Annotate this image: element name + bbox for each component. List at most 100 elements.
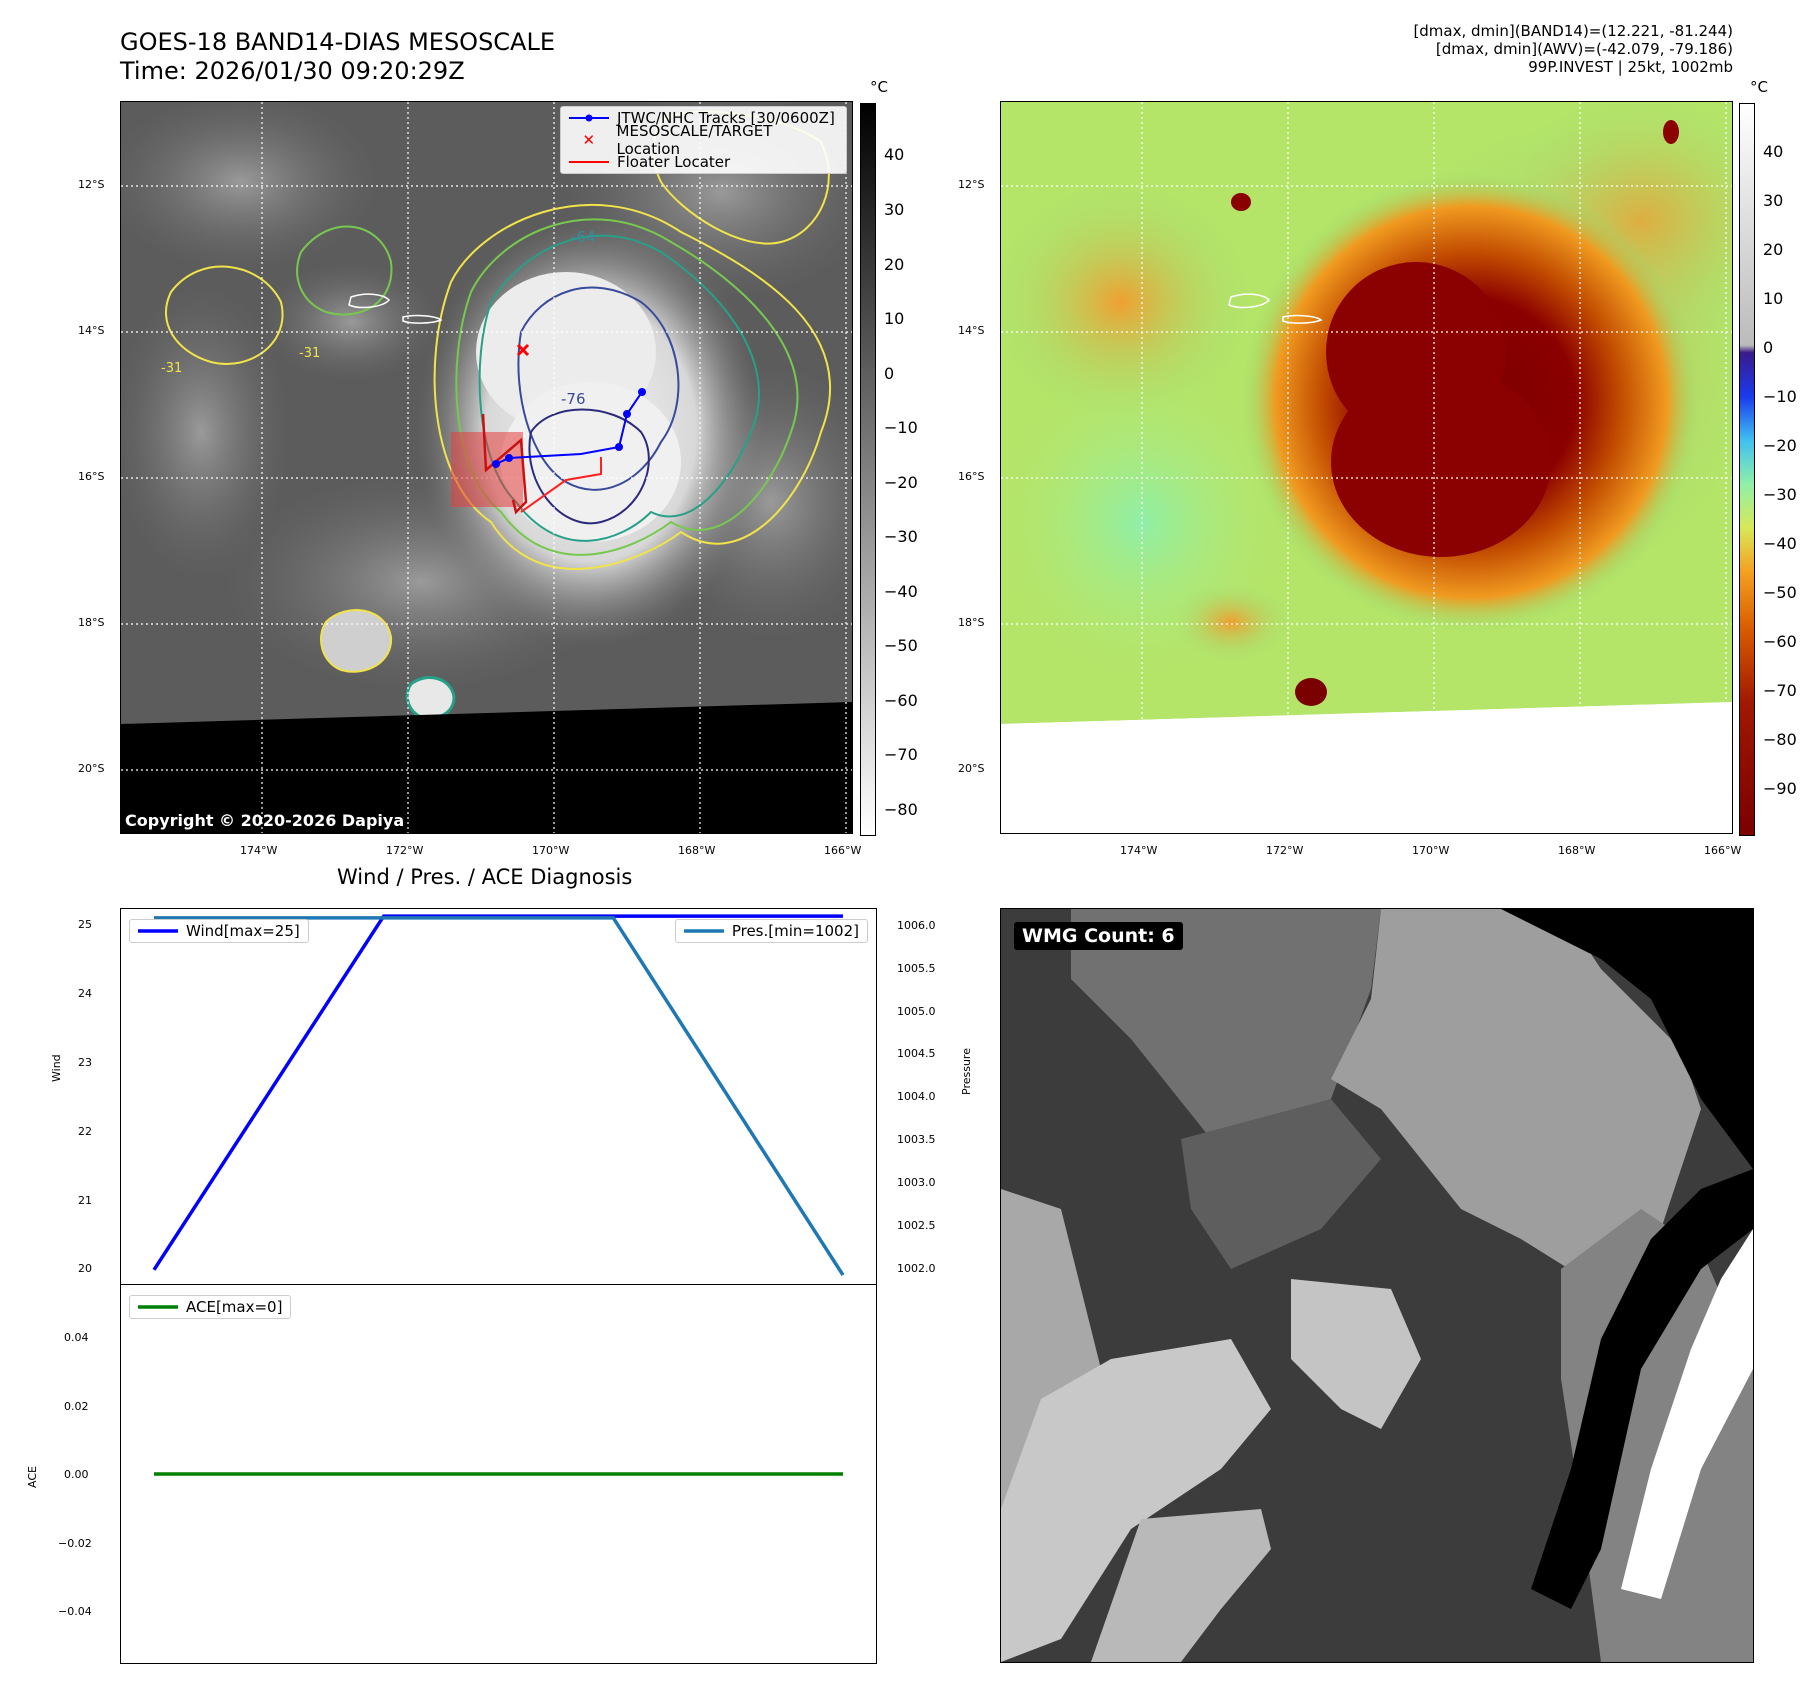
wmg-region xyxy=(1291,1279,1421,1429)
colorbar-tick: 20 xyxy=(884,255,905,274)
floater-locator-line xyxy=(481,413,528,515)
awv-map-drawing xyxy=(1001,102,1732,833)
colorbar-tick: −50 xyxy=(884,636,918,655)
wind-tick: 22 xyxy=(78,1125,92,1138)
pressure-legend: Pres.[min=1002] xyxy=(674,919,868,943)
contour-indigo xyxy=(528,408,650,525)
wmg-region xyxy=(1091,1509,1271,1662)
island-coastline xyxy=(348,293,391,309)
colorbar-tick: −70 xyxy=(1763,681,1797,700)
contour-label: -31 xyxy=(299,346,320,361)
lat-label: 14°S xyxy=(958,324,985,337)
ace-axes[interactable]: ACE[max=0] xyxy=(120,1284,877,1664)
legend-item-ace: ACE[max=0] xyxy=(130,1296,290,1318)
colorbar-tick: 30 xyxy=(1763,191,1784,210)
colorbar-tick: −70 xyxy=(884,745,918,764)
pressure-tick: 1004.0 xyxy=(897,1090,936,1103)
colorbar-tick: −50 xyxy=(1763,583,1797,602)
track-legend-icon xyxy=(569,113,609,123)
pressure-tick: 1005.5 xyxy=(897,962,936,975)
legend-item-pressure: Pres.[min=1002] xyxy=(676,920,867,942)
wmg-region xyxy=(1331,909,1701,1289)
awv-colorbar xyxy=(1739,103,1755,836)
wmg-panel[interactable]: WMG Count: 6 xyxy=(1000,908,1754,1663)
wind-legend-label: Wind[max=25] xyxy=(186,922,300,940)
wind-tick: 20 xyxy=(78,1262,92,1275)
awv-map-panel[interactable] xyxy=(1000,101,1733,834)
legend-label-floater: Floater Locater xyxy=(617,153,731,171)
title-line-1: GOES-18 BAND14-DIAS MESOSCALE xyxy=(120,28,556,56)
contour-yellow xyxy=(320,609,393,673)
colorbar-tick: 40 xyxy=(884,145,905,164)
wind-tick: 23 xyxy=(78,1056,92,1069)
moisture-cell xyxy=(1295,678,1327,706)
figure-title: GOES-18 BAND14-DIAS MESOSCALE Time: 2026… xyxy=(120,28,555,86)
wmg-region xyxy=(1001,1339,1271,1662)
ace-legend: ACE[max=0] xyxy=(129,1295,292,1319)
ace-legend-label: ACE[max=0] xyxy=(186,1298,283,1316)
ir-map-panel[interactable]: -64 -76 -31 -31 JTWC/NHC Tracks [30/0600… xyxy=(120,101,853,834)
stats-block: [dmax, dmin](BAND14)=(12.221, -81.244) [… xyxy=(1413,22,1733,76)
stats-band14: [dmax, dmin](BAND14)=(12.221, -81.244) xyxy=(1413,22,1733,40)
pressure-tick: 1004.5 xyxy=(897,1047,936,1060)
lat-label: 12°S xyxy=(958,178,985,191)
island-coastline xyxy=(1282,314,1323,324)
colorbar-tick: 30 xyxy=(884,200,905,219)
ace-tick: 0.00 xyxy=(64,1468,89,1481)
colorbar-tick: −30 xyxy=(884,527,918,546)
lat-label: 16°S xyxy=(78,470,105,483)
lat-label: 16°S xyxy=(958,470,985,483)
lon-label: 172°W xyxy=(386,844,424,857)
lat-label: 20°S xyxy=(78,762,105,775)
pressure-legend-icon xyxy=(683,926,724,936)
colorbar-tick: 20 xyxy=(1763,240,1784,259)
no-data-region xyxy=(1001,702,1732,833)
ace-plot xyxy=(154,1472,843,1476)
wmg-region xyxy=(1071,909,1381,1139)
colorbar-tick: 40 xyxy=(1763,142,1784,161)
pressure-tick: 1002.0 xyxy=(897,1262,936,1275)
legend-item-floater: Floater Locater xyxy=(561,151,846,173)
wind-pres-axes[interactable]: Wind[max=25] Pres.[min=1002] xyxy=(120,908,877,1285)
ace-tick: 0.04 xyxy=(64,1331,89,1344)
wmg-drawing xyxy=(1001,909,1753,1662)
lat-label: 20°S xyxy=(958,762,985,775)
grayscale-colorbar xyxy=(860,103,876,836)
colorbar-tick: −10 xyxy=(884,418,918,437)
storm-core-moisture xyxy=(1331,367,1551,557)
lon-label: 174°W xyxy=(240,844,278,857)
stats-storm: 99P.INVEST | 25kt, 1002mb xyxy=(1528,58,1733,76)
copyright-text: Copyright © 2020-2026 Dapiya xyxy=(125,811,405,830)
diagnosis-title: Wind / Pres. / ACE Diagnosis xyxy=(337,865,633,889)
colorbar-tick: 0 xyxy=(1763,338,1774,357)
island-coastline xyxy=(1228,293,1271,309)
wmg-region xyxy=(1181,1099,1381,1269)
colorbar-tick: −30 xyxy=(1763,485,1797,504)
island-coastline xyxy=(402,314,443,324)
ace-tick: −0.04 xyxy=(58,1605,92,1618)
contour-green xyxy=(296,225,393,316)
cloud-field xyxy=(261,262,441,382)
colorbar-tick: −40 xyxy=(1763,534,1797,553)
colorbar-tick: 0 xyxy=(884,364,895,383)
colorbar-tick: −60 xyxy=(1763,632,1797,651)
colorbar-tick: 10 xyxy=(884,309,905,328)
pressure-legend-label: Pres.[min=1002] xyxy=(731,922,859,940)
wmg-region xyxy=(1501,909,1753,1169)
colorbar-tick: −20 xyxy=(884,473,918,492)
legend-item-target: ✕ MESOSCALE/TARGET Location xyxy=(561,122,846,158)
colorbar-tick: −60 xyxy=(884,691,918,710)
pressure-axis-label: Pressure xyxy=(960,1048,973,1095)
lat-label: 18°S xyxy=(78,616,105,629)
x-mark-icon: ✕ xyxy=(582,131,596,149)
contour-yellow xyxy=(165,265,284,365)
wind-legend: Wind[max=25] xyxy=(129,919,309,943)
cloud-field xyxy=(121,102,381,272)
lon-label: 174°W xyxy=(1120,844,1158,857)
colorbar-tick: −40 xyxy=(884,582,918,601)
track-points xyxy=(492,388,646,468)
graticule xyxy=(1001,102,1732,833)
contour-label: -76 xyxy=(561,390,586,408)
ace-axis-label: ACE xyxy=(26,1466,39,1488)
colorbar-tick: −80 xyxy=(884,800,918,819)
